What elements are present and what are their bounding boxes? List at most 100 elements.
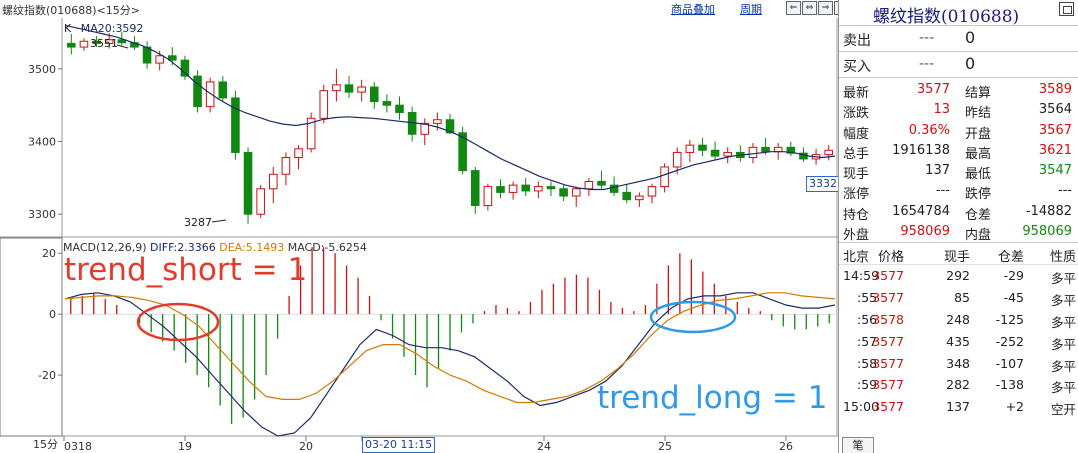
period-indicator[interactable]: 15分 (33, 438, 58, 451)
tick-oi: -107 (995, 355, 1024, 371)
macd-name: MACD(12,26,9) (63, 241, 147, 254)
tick-oi: +2 (1005, 399, 1024, 415)
stat-label: 最新 (843, 86, 870, 101)
candle-body (597, 181, 606, 186)
nav-right-icon[interactable]: ⇒ (818, 1, 833, 15)
macd-value: MACD:-5.6254 (287, 241, 367, 254)
stats-row: 最新 3577 结算 3589 (839, 80, 1078, 101)
tab-ticks[interactable]: 笔 (842, 437, 874, 453)
overlay-commodity-link[interactable]: 商品叠加 (671, 3, 715, 16)
ma20-value: MA20:3592 (80, 22, 144, 35)
candle-body (231, 97, 240, 153)
candle-body (306, 117, 316, 150)
col-time: 北京 (843, 250, 870, 266)
tick-type: 多平 (1050, 293, 1076, 309)
candle-body (445, 119, 455, 134)
diff-value: DIFF:2.3366 (150, 241, 216, 254)
candle-body (433, 119, 442, 124)
ma-indicator-label: K MA20:3592 (64, 22, 143, 35)
tick-time: 14:59 (843, 268, 880, 284)
stat-label: 涨跌 (843, 106, 870, 122)
candle-body (243, 151, 253, 215)
stat-label: 内盘 (965, 228, 992, 244)
tick-oi: -125 (995, 311, 1024, 327)
candle-body (369, 86, 379, 103)
buy-volume: 0 (965, 54, 976, 73)
candle-body (420, 122, 430, 135)
tick-oi: -45 (1003, 290, 1024, 306)
chart-canvas[interactable]: 3500 3400 3300 20 0 -20 0318 19 20 24 25 26 3551 3287 (0, 0, 838, 453)
tick-time: :58 (857, 355, 878, 371)
stats-row: 幅度 0.36% 开盘 3567 (839, 121, 1078, 142)
candle-body (698, 144, 707, 151)
high-price-label: 3551 (90, 37, 118, 50)
candle-body (281, 157, 291, 175)
macd-tick-label: -20 (38, 369, 56, 382)
tick-price: 3577 (872, 355, 904, 371)
candle-body (319, 90, 329, 119)
candle-body (685, 144, 695, 153)
stats-row: 涨跌 13 昨结 3564 (839, 100, 1078, 122)
nav-zoom-icon[interactable]: ⇔ (802, 1, 817, 15)
quote-panel: 螺纹指数(010688) 卖出 --- 0 买入 --- 0 最新 3577 结… (838, 0, 1078, 453)
stat-value: 3577 (916, 82, 950, 97)
stat-value: 137 (925, 163, 950, 179)
stat-label: 最低 (965, 167, 992, 183)
tick-row: :58 3577 348 -107 多平 (839, 353, 1078, 375)
candle-body (268, 173, 278, 190)
sell-label: 卖出 (843, 33, 871, 49)
stat-label: 总手 (843, 146, 870, 162)
tick-volume: 248 (946, 311, 970, 327)
tick-type: 多平 (1050, 336, 1076, 352)
candle-body (67, 42, 76, 48)
trend-long-ellipse (649, 300, 737, 334)
stat-value: 3589 (1038, 82, 1072, 97)
tick-type: 空开 (1050, 402, 1076, 418)
stat-label: 结算 (965, 86, 992, 101)
candle-body (546, 186, 556, 190)
period-link[interactable]: 周期 (740, 3, 762, 16)
macd-indicator-label: MACD(12,26,9) DIFF:2.3366 DEA:5.1493 MAC… (63, 241, 367, 254)
stat-label: 幅度 (843, 126, 870, 142)
candle-body (92, 40, 101, 44)
stat-value: 958069 (900, 224, 950, 240)
stat-label: 涨停 (843, 187, 870, 203)
tick-volume: 348 (946, 355, 970, 371)
buy-row: 买入 --- 0 (839, 52, 1078, 78)
candle-body (218, 81, 228, 99)
tick-row: 15:00 3577 137 +2 空开 (839, 396, 1078, 418)
stats-row: 现手 137 最低 3547 (839, 161, 1078, 183)
nav-left-icon[interactable]: ⇐ (786, 1, 801, 15)
x-tick-label: 25 (658, 440, 672, 453)
x-tick-label: 20 (299, 440, 313, 453)
window-restore-icon[interactable] (1059, 2, 1074, 16)
buy-price: --- (919, 56, 935, 72)
tick-oi: -252 (995, 333, 1024, 349)
current-price-tag: 3332 (806, 176, 840, 192)
tick-time: :57 (857, 333, 878, 349)
tick-row: :56 3578 248 -125 多平 (839, 309, 1078, 331)
candle-body (180, 59, 190, 77)
candle-body (395, 104, 404, 113)
candle-body (571, 188, 581, 197)
chart-area[interactable]: 3500 3400 3300 20 0 -20 0318 19 20 24 25 26 3551 3287… (0, 0, 849, 453)
tick-type: 多平 (1050, 358, 1076, 374)
sell-price: --- (919, 30, 935, 46)
kline-label: K (64, 22, 72, 35)
candle-body (723, 151, 732, 157)
ticks-list[interactable]: 14:59 3577 292 -29 多平 :55 3577 85 -45 多平… (839, 265, 1078, 418)
macd-tick-label: 20 (42, 247, 56, 260)
stats-row: 总手 1916138 最高 3621 (839, 141, 1078, 162)
candle-body (786, 146, 796, 154)
candle-body (483, 186, 493, 206)
candle-body (382, 101, 392, 106)
stat-label: 昨结 (965, 106, 992, 122)
stat-value: 3567 (1038, 122, 1072, 138)
candle-body (458, 132, 467, 172)
low-price-label: 3287 (184, 216, 212, 229)
tick-type: 多平 (1050, 380, 1076, 396)
tick-type: 多平 (1050, 314, 1076, 330)
x-tick-label: 19 (178, 440, 192, 453)
stat-value: --- (1057, 183, 1072, 199)
stat-value: -14882 (1025, 203, 1072, 219)
